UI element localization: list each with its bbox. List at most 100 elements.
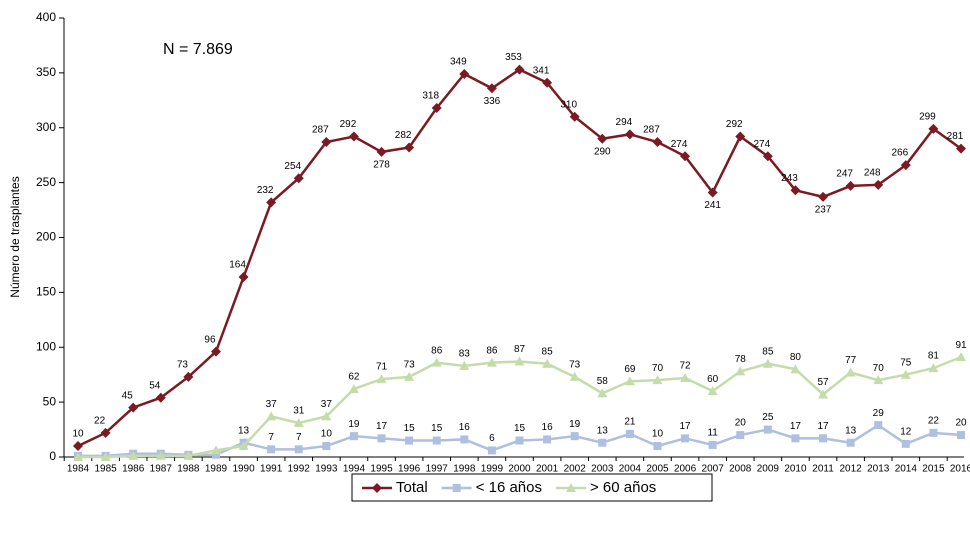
x-tick-label: 1984 (67, 464, 90, 475)
data-label: 17 (376, 421, 388, 432)
data-label: 86 (431, 345, 443, 356)
data-label: 96 (204, 334, 216, 345)
data-label: 232 (257, 185, 274, 196)
data-label: 69 (624, 364, 636, 375)
point (762, 358, 773, 368)
data-label: 15 (431, 423, 443, 434)
x-tick-label: 2011 (812, 464, 834, 475)
point (708, 440, 717, 449)
data-label: 349 (450, 57, 467, 68)
x-tick-label: 1997 (426, 464, 449, 475)
data-label: 336 (484, 96, 501, 107)
point (73, 441, 83, 452)
data-label: 85 (542, 346, 554, 357)
x-tick-label: 1989 (205, 464, 228, 475)
legend-marker (566, 483, 576, 492)
data-label: 22 (94, 415, 106, 426)
data-label: 241 (704, 200, 721, 211)
point (736, 431, 745, 440)
point (956, 352, 966, 362)
data-label: 274 (754, 139, 771, 150)
legend-label: > 60 años (590, 479, 656, 496)
x-tick-label: 1999 (481, 464, 504, 475)
y-tick-label: 300 (36, 120, 56, 134)
data-label: 299 (919, 111, 936, 122)
data-label: 75 (900, 357, 912, 368)
data-label: 292 (340, 119, 357, 130)
data-label: 248 (864, 167, 881, 178)
x-tick-label: 1992 (288, 464, 311, 475)
data-label: 73 (569, 360, 581, 371)
point (818, 191, 829, 202)
point (680, 372, 691, 382)
data-label: 290 (594, 146, 611, 157)
point (652, 137, 663, 148)
data-label: 7 (296, 432, 302, 443)
point (515, 436, 524, 445)
data-label: 31 (293, 406, 305, 417)
point (652, 375, 663, 385)
point (900, 160, 911, 171)
point (707, 386, 718, 396)
point (873, 179, 884, 190)
data-label: 45 (122, 390, 134, 401)
point (210, 445, 221, 455)
point (128, 450, 139, 460)
data-label: 87 (514, 344, 526, 355)
data-label: 85 (762, 346, 774, 357)
x-tick-label: 1993 (315, 464, 338, 475)
data-label: 287 (312, 125, 329, 136)
point (597, 388, 608, 398)
point (459, 68, 470, 79)
data-label: 72 (680, 361, 692, 372)
data-label: 62 (348, 372, 360, 383)
data-label: 81 (928, 351, 940, 362)
point (624, 376, 635, 386)
data-label: 57 (817, 377, 829, 388)
data-label: 254 (284, 161, 301, 172)
data-label: 20 (735, 418, 747, 429)
x-tick-label: 2006 (674, 464, 697, 475)
point (681, 434, 690, 443)
point (487, 446, 496, 455)
point (293, 417, 304, 427)
point (321, 137, 332, 148)
data-label: 10 (652, 429, 664, 440)
point (211, 450, 220, 459)
data-label: 13 (845, 425, 857, 436)
data-label: 11 (707, 428, 718, 439)
point (569, 111, 580, 122)
point (459, 360, 470, 370)
x-tick-label: 2016 (950, 464, 970, 475)
point (376, 146, 387, 157)
point (155, 392, 166, 403)
data-label: 292 (726, 119, 743, 130)
x-tick-label: 2003 (591, 464, 614, 475)
legend-label: < 16 años (476, 479, 542, 496)
data-label: 7 (268, 432, 274, 443)
x-tick-label: 1995 (370, 464, 393, 475)
data-label: 60 (707, 374, 719, 385)
x-tick-label: 2005 (646, 464, 669, 475)
data-label: 73 (404, 360, 416, 371)
point (348, 131, 359, 142)
point (845, 180, 856, 191)
point (322, 442, 331, 451)
point (293, 173, 304, 184)
annotation: N = 7.869 (163, 41, 233, 58)
data-label: 12 (900, 426, 912, 437)
point (486, 357, 497, 367)
data-label: 25 (762, 412, 774, 423)
y-tick-label: 100 (36, 339, 56, 353)
point (183, 450, 194, 460)
point (486, 83, 497, 94)
x-tick-label: 1994 (343, 464, 366, 475)
point (183, 371, 194, 382)
data-label: 294 (616, 117, 633, 128)
point (210, 346, 221, 357)
point (569, 371, 580, 381)
x-tick-label: 2013 (867, 464, 890, 475)
data-label: 71 (376, 362, 388, 373)
point (100, 452, 111, 461)
point (376, 374, 387, 384)
